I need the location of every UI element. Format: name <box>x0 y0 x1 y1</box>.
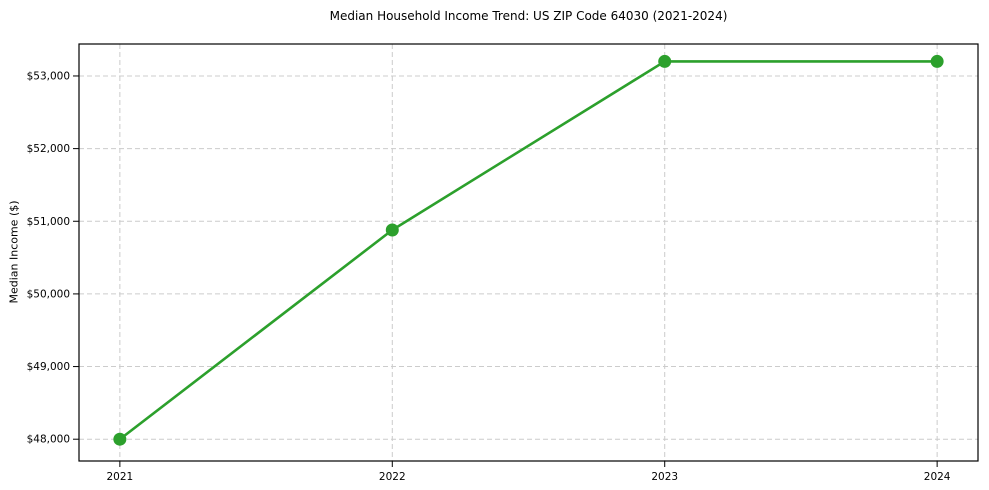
x-tick-label: 2024 <box>924 471 951 483</box>
y-tick-label: $52,000 <box>27 143 70 155</box>
x-tick-label: 2021 <box>106 471 133 483</box>
data-point-marker <box>930 54 944 68</box>
x-tick-label: 2022 <box>379 471 406 483</box>
income-trend-line <box>118 60 939 441</box>
chart-title: Median Household Income Trend: US ZIP Co… <box>329 9 728 23</box>
data-point-marker <box>658 54 672 68</box>
y-tick-label: $50,000 <box>27 288 70 300</box>
y-tick-label: $48,000 <box>27 434 70 446</box>
data-point-marker <box>113 432 127 446</box>
y-tick-label: $49,000 <box>27 361 70 373</box>
x-tick-label: 2023 <box>651 471 678 483</box>
y-tick-label: $51,000 <box>27 216 70 228</box>
y-tick-label: $53,000 <box>27 70 70 82</box>
data-point-marker <box>385 223 399 237</box>
plot-border <box>78 43 979 462</box>
